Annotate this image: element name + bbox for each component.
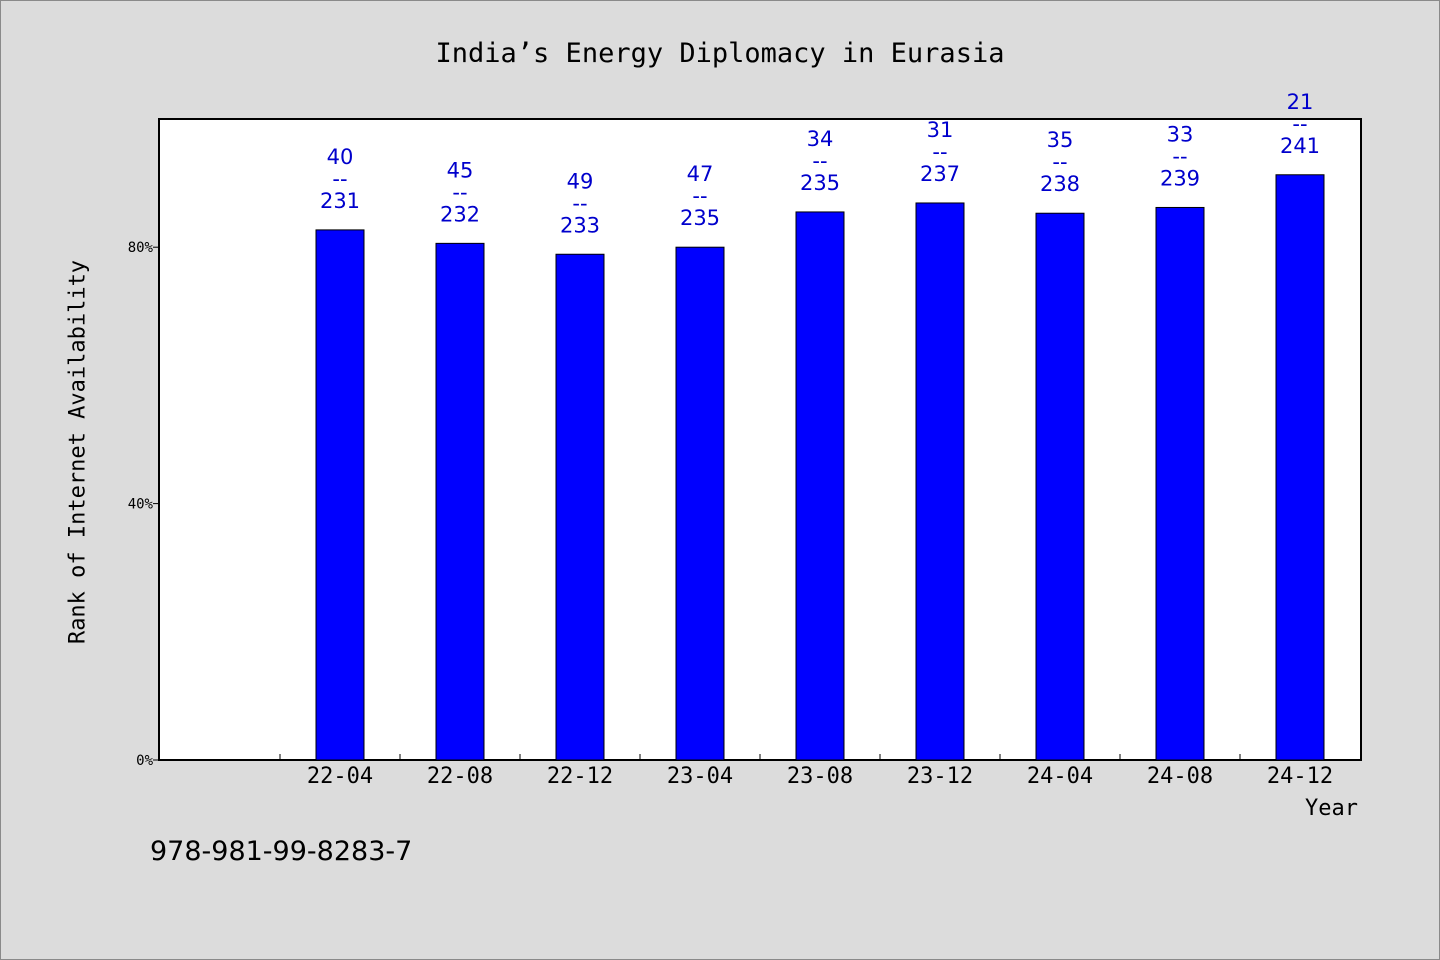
bar-22-08	[435, 242, 485, 761]
data-label-separator: --	[692, 184, 707, 208]
y-tick-label: 0%	[136, 753, 153, 769]
x-tick-label: 24-08	[1147, 764, 1213, 789]
data-label-total: 235	[800, 171, 840, 195]
data-label-total: 238	[1040, 172, 1080, 196]
x-tick-label: 22-08	[427, 764, 493, 789]
bar-24-08	[1155, 206, 1205, 761]
x-tick-label: 22-12	[547, 764, 613, 789]
x-tick-label: 22-04	[307, 764, 373, 789]
x-axis-ticks	[279, 754, 1241, 760]
data-label-rank: 35	[1047, 128, 1074, 152]
bar-23-12	[915, 202, 965, 761]
x-tick-label: 24-12	[1267, 764, 1333, 789]
x-axis-label: Year	[1305, 796, 1358, 821]
data-label-separator: --	[1172, 144, 1187, 168]
bar-22-12	[555, 253, 605, 761]
data-label-total: 235	[680, 206, 720, 230]
data-label-separator: --	[572, 191, 587, 215]
data-label-rank: 45	[447, 158, 474, 182]
data-label-separator: --	[332, 167, 347, 191]
data-label-rank: 34	[807, 127, 834, 151]
bar-22-04	[315, 229, 365, 761]
x-tick-label: 24-04	[1027, 764, 1093, 789]
data-label-total: 239	[1160, 166, 1200, 190]
x-axis-tick-labels: 22-04 22-08 22-12 23-04 23-08 23-12 24-04 24-08…	[307, 764, 1333, 789]
data-label-rank: 49	[567, 169, 594, 193]
data-label-rank: 47	[687, 162, 714, 186]
isbn-text: 978-981-99-8283-7	[150, 836, 413, 867]
data-label-separator: --	[1052, 150, 1067, 174]
data-label-separator: --	[452, 180, 467, 204]
bar-24-12	[1275, 174, 1325, 761]
x-tick-label: 23-08	[787, 764, 853, 789]
data-label-rank: 40	[327, 145, 354, 169]
data-label-rank: 33	[1167, 122, 1194, 146]
chart-title: India’s Energy Diplomacy in Eurasia	[435, 38, 1005, 69]
bars	[315, 174, 1325, 761]
x-tick-label: 23-04	[667, 764, 733, 789]
x-tick-label: 23-12	[907, 764, 973, 789]
data-labels: 40--23145--23249--23347--23534--23531--2…	[320, 90, 1320, 237]
y-axis-ticks: 0% 40% 80%	[128, 240, 159, 769]
y-tick-label: 80%	[128, 240, 154, 256]
data-label-separator: --	[932, 140, 947, 164]
bar-23-04	[675, 246, 725, 761]
data-label-separator: --	[1292, 112, 1307, 136]
bar-23-08	[795, 211, 845, 761]
data-label-rank: 21	[1287, 90, 1314, 114]
bar-24-04	[1035, 212, 1085, 761]
data-label-separator: --	[812, 149, 827, 173]
data-label-total: 231	[320, 189, 360, 213]
data-label-total: 241	[1280, 134, 1320, 158]
data-label-rank: 31	[927, 118, 954, 142]
y-tick-label: 40%	[128, 497, 154, 513]
data-label-total: 237	[920, 162, 960, 186]
data-label-total: 232	[440, 202, 480, 226]
data-label-total: 233	[560, 213, 600, 237]
